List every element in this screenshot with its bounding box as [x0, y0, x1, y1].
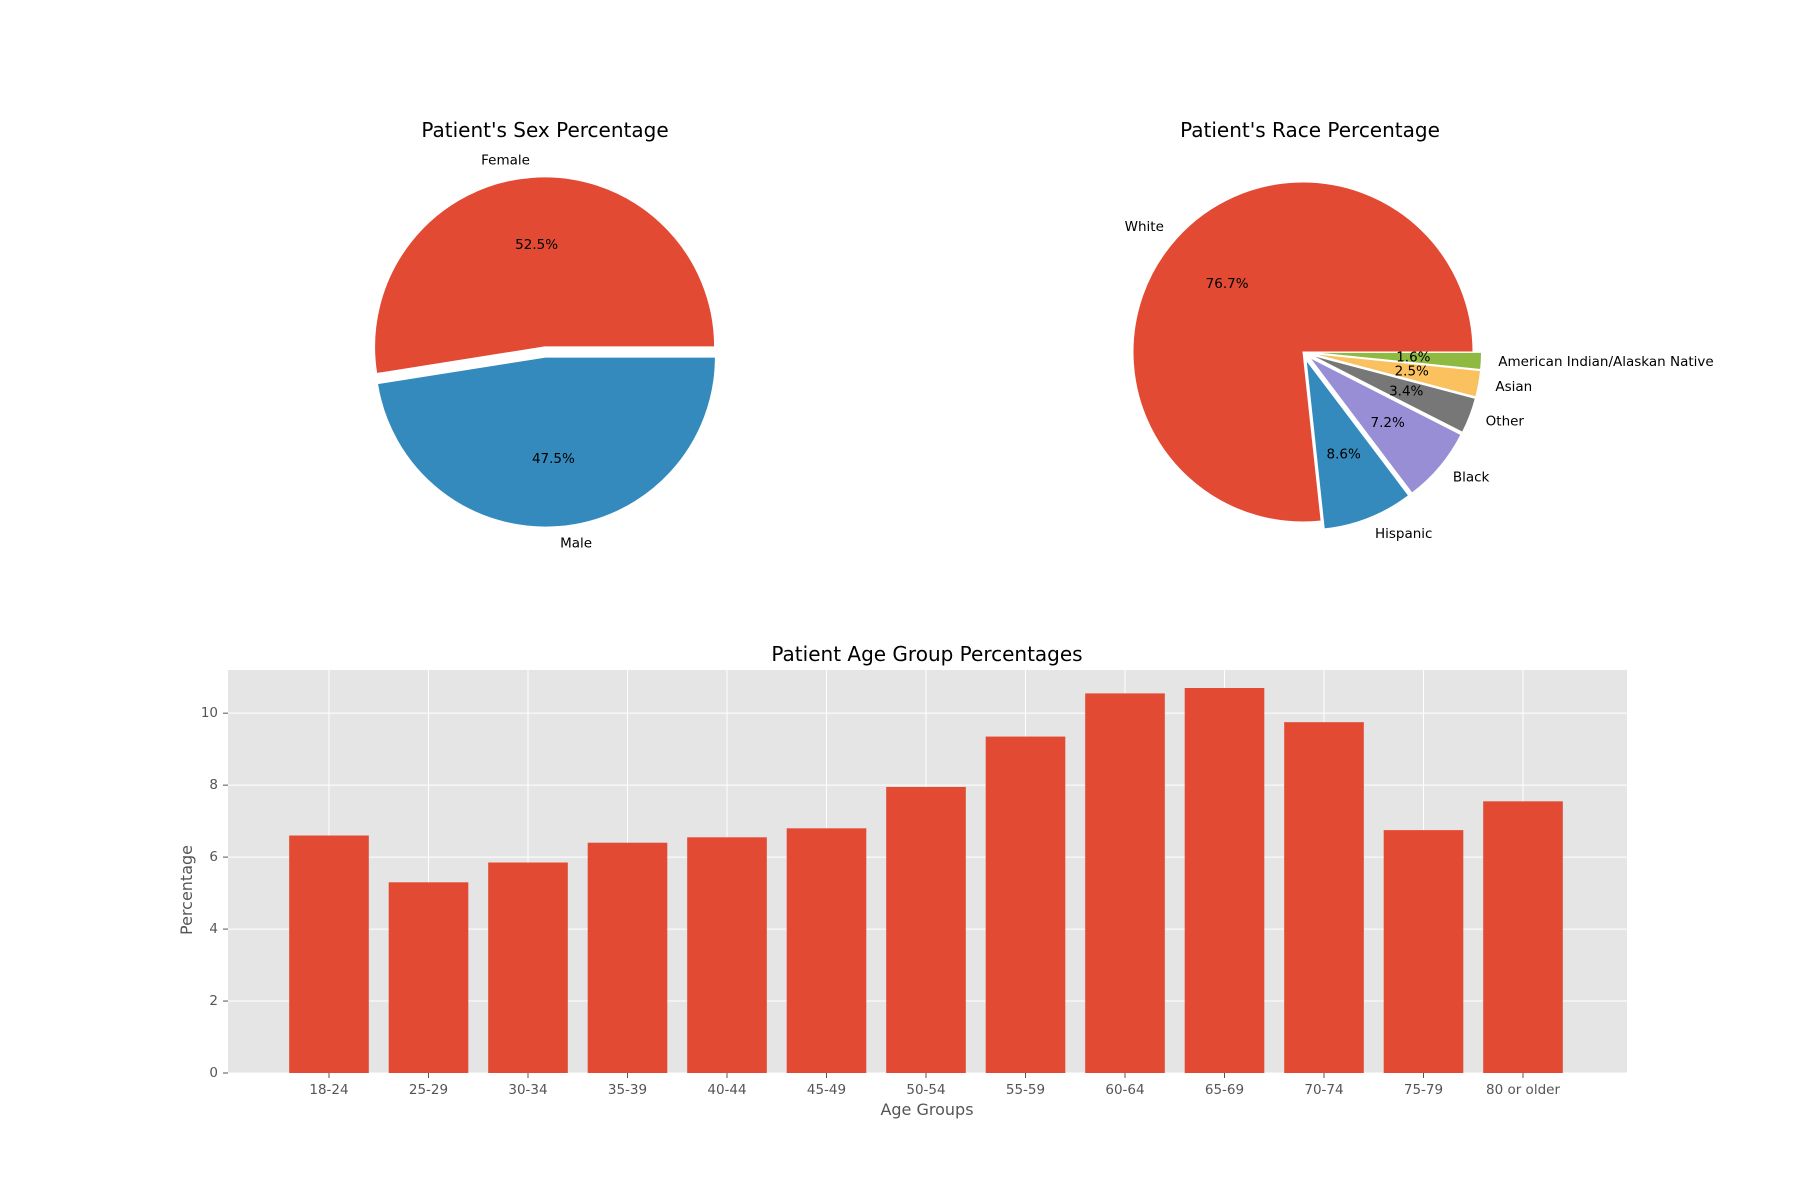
race-label-american-indian-alaskan-native: American Indian/Alaskan Native: [1498, 354, 1713, 370]
race-slice-other: [1310, 354, 1476, 433]
sex-label-female: Female: [481, 152, 530, 168]
y-tick-label-6: 6: [209, 849, 218, 865]
sex-pie-chart: Patient's Sex Percentage Female 52.5% Male…: [374, 118, 716, 552]
age-bar-chart: Patient Age Group Percentages Age Groups…: [177, 642, 1627, 1119]
race-label-white: White: [1125, 219, 1164, 235]
x-tick-label-80-or-older: 80 or older: [1486, 1082, 1560, 1098]
race-slice-hispanic: [1305, 358, 1410, 530]
x-tick-label-40-44: 40-44: [707, 1082, 746, 1098]
x-tick-label-25-29: 25-29: [409, 1082, 448, 1098]
age-bar-title: Patient Age Group Percentages: [771, 642, 1082, 666]
race-label-asian: Asian: [1495, 379, 1532, 395]
x-tick-label-50-54: 50-54: [906, 1082, 945, 1098]
y-tick-label-0: 0: [209, 1065, 218, 1081]
race-pct-hispanic: 8.6%: [1327, 447, 1361, 463]
x-tick-label-35-39: 35-39: [608, 1082, 647, 1098]
race-pct-black: 7.2%: [1371, 415, 1405, 431]
bar-65-69: [1184, 687, 1265, 1073]
race-label-black: Black: [1453, 470, 1490, 486]
bar-75-79: [1383, 830, 1464, 1073]
race-label-other: Other: [1486, 414, 1525, 430]
race-label-hispanic: Hispanic: [1375, 526, 1433, 542]
race-slice-american-indian-alaskan-native: [1311, 351, 1482, 371]
y-tick-label-4: 4: [209, 921, 218, 937]
bar-25-29: [388, 882, 469, 1073]
sex-slice-female: [374, 176, 716, 375]
race-slice-asian: [1311, 353, 1482, 398]
bar-18-24: [289, 835, 369, 1073]
bar-35-39: [587, 842, 668, 1073]
race-pct-white: 76.7%: [1206, 276, 1249, 292]
race-slice-black: [1309, 357, 1462, 494]
bar-60-64: [1085, 693, 1165, 1073]
race-pct-other: 3.4%: [1389, 383, 1423, 399]
x-tick-label-55-59: 55-59: [1006, 1082, 1045, 1098]
x-tick-label-30-34: 30-34: [508, 1082, 547, 1098]
race-pie-chart: Patient's Race Percentage White 76.7% Hisp…: [1125, 118, 1714, 542]
race-slice-white: [1132, 181, 1474, 523]
sex-slice-male: [376, 356, 716, 528]
y-tick-label-10: 10: [201, 705, 218, 721]
x-axis-label: Age Groups: [880, 1100, 973, 1119]
x-tick-label-45-49: 45-49: [807, 1082, 846, 1098]
bar-30-34: [488, 862, 568, 1073]
sex-pie-title: Patient's Sex Percentage: [421, 118, 668, 142]
sex-pct-female: 52.5%: [515, 237, 558, 253]
x-tick-label-18-24: 18-24: [309, 1082, 348, 1098]
bar-40-44: [687, 837, 767, 1073]
sex-label-male: Male: [560, 536, 592, 552]
x-tick-label-65-69: 65-69: [1205, 1082, 1244, 1098]
x-tick-label-70-74: 70-74: [1304, 1082, 1343, 1098]
race-pct-asian: 2.5%: [1395, 364, 1429, 380]
race-pct-american-indian-alaskan-native: 1.6%: [1396, 350, 1430, 366]
bar-55-59: [985, 736, 1066, 1073]
bar-80-or-older: [1483, 801, 1563, 1073]
x-tick-label-75-79: 75-79: [1404, 1082, 1443, 1098]
y-tick-label-2: 2: [209, 993, 218, 1009]
bar-70-74: [1284, 722, 1364, 1073]
bar-50-54: [886, 786, 966, 1073]
y-tick-label-8: 8: [209, 777, 218, 793]
race-pie-title: Patient's Race Percentage: [1180, 118, 1440, 142]
y-axis-label: Percentage: [177, 845, 196, 935]
x-tick-label-60-64: 60-64: [1105, 1082, 1144, 1098]
bar-45-49: [786, 828, 867, 1073]
sex-pct-male: 47.5%: [532, 451, 575, 467]
